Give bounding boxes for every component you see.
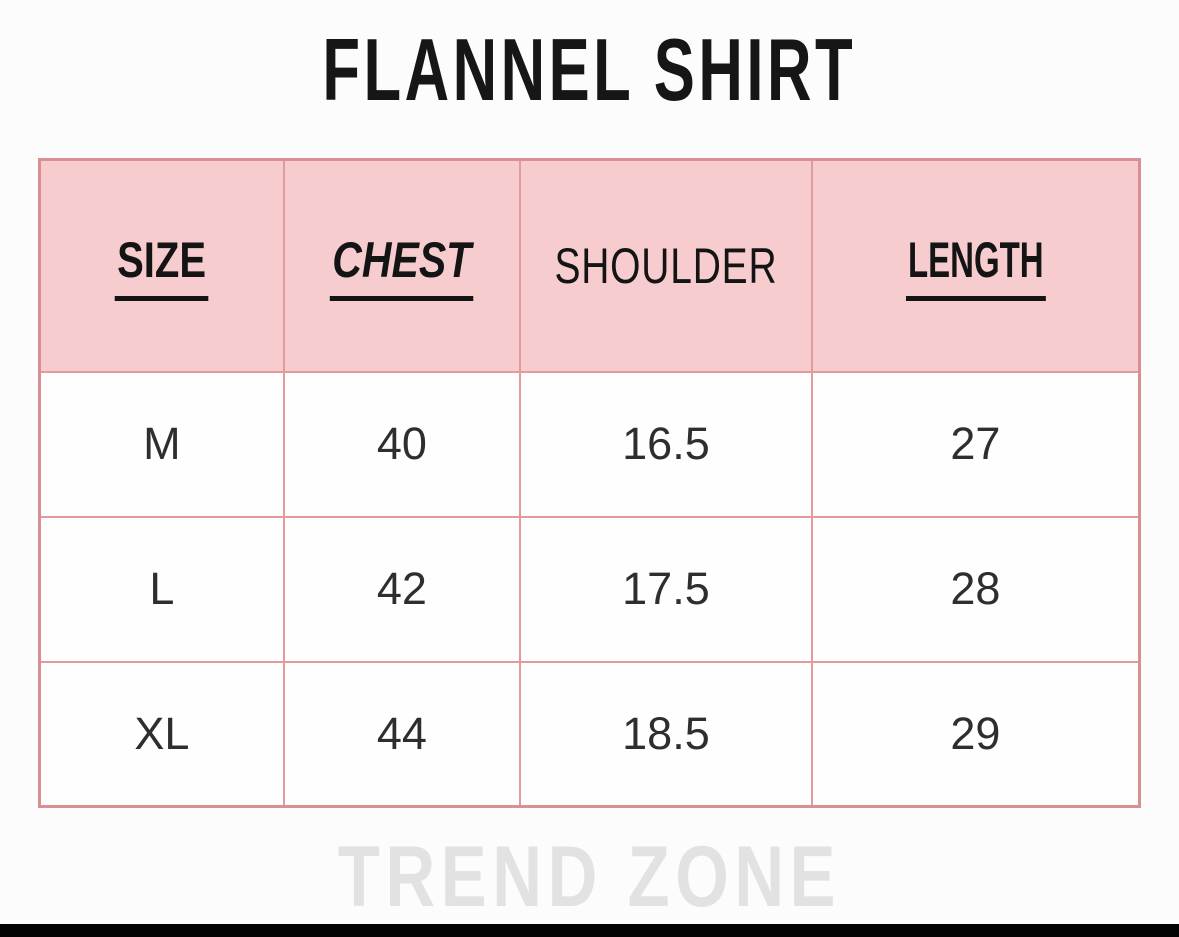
size-chart-table: SIZE CHEST SHOULDER LENGTH M 40 16.5 27 — [38, 158, 1141, 808]
brand-watermark: TREND ZONE — [0, 834, 1179, 920]
table-row-m: M 40 16.5 27 — [38, 370, 1141, 518]
column-header-length-label: LENGTH — [905, 231, 1046, 301]
cell-chest-xl: 44 — [282, 660, 522, 808]
column-header-chest-label: CHEST — [329, 231, 474, 301]
page-title: FLANNEL SHIRT — [0, 26, 1179, 114]
table-row-xl: XL 44 18.5 29 — [38, 660, 1141, 808]
cell-shoulder-m: 16.5 — [519, 370, 813, 518]
bottom-bar — [0, 924, 1179, 937]
column-header-size-label: SIZE — [114, 231, 209, 301]
page-title-text: FLANNEL SHIRT — [322, 20, 857, 119]
column-header-length: LENGTH — [810, 158, 1141, 373]
cell-size-xl: XL — [38, 660, 285, 808]
cell-chest-l: 42 — [282, 515, 522, 663]
table-header-row: SIZE CHEST SHOULDER LENGTH — [38, 158, 1141, 373]
table-row-l: L 42 17.5 28 — [38, 515, 1141, 663]
cell-shoulder-l: 17.5 — [519, 515, 813, 663]
cell-size-l: L — [38, 515, 285, 663]
column-header-chest: CHEST — [282, 158, 522, 373]
cell-length-xl: 29 — [810, 660, 1141, 808]
brand-watermark-text: TREND ZONE — [337, 829, 842, 925]
cell-length-l: 28 — [810, 515, 1141, 663]
column-header-size: SIZE — [38, 158, 285, 373]
cell-chest-m: 40 — [282, 370, 522, 518]
cell-size-m: M — [38, 370, 285, 518]
column-header-shoulder: SHOULDER — [519, 158, 813, 373]
cell-shoulder-xl: 18.5 — [519, 660, 813, 808]
column-header-shoulder-label: SHOULDER — [554, 237, 778, 294]
cell-length-m: 27 — [810, 370, 1141, 518]
